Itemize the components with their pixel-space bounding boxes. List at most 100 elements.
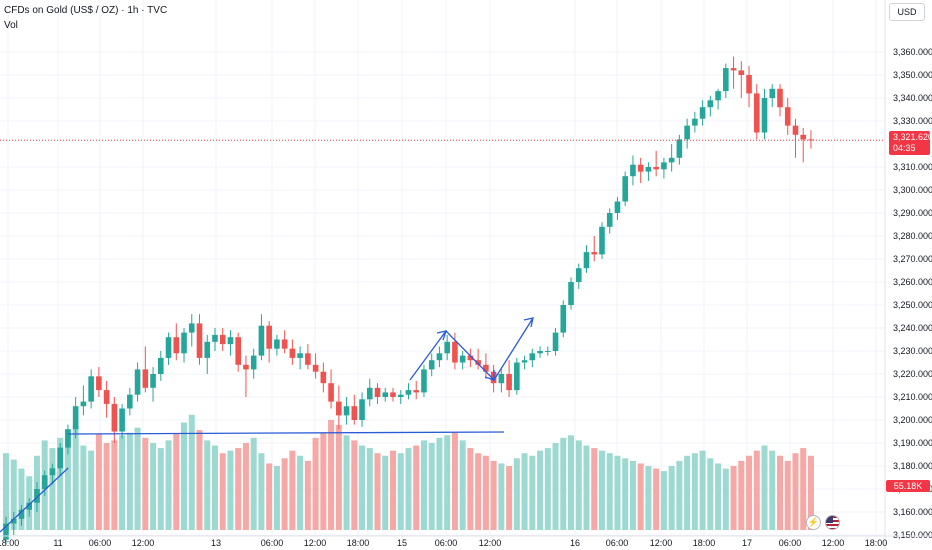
time-tick-label: 16 xyxy=(570,538,580,548)
volume-bar xyxy=(552,442,559,530)
volume-legend[interactable]: Vol xyxy=(4,20,18,31)
price-tick-label: 3,160.000 xyxy=(893,507,932,517)
candle-body xyxy=(382,392,389,397)
volume-bar xyxy=(691,453,698,530)
volume-bar xyxy=(374,453,381,530)
price-tick-label: 3,200.000 xyxy=(893,415,932,425)
candle-body xyxy=(800,134,807,140)
drawings xyxy=(0,317,534,533)
candle-body xyxy=(622,176,628,202)
price-tick-label: 3,250.000 xyxy=(893,300,932,310)
candle-body xyxy=(305,353,311,365)
candle-body xyxy=(374,387,381,397)
time-tick-label: 12:00 xyxy=(822,538,845,548)
projection-path xyxy=(409,317,534,382)
candle-body xyxy=(552,332,559,351)
volume-bar xyxy=(134,427,141,530)
time-tick-label: 15 xyxy=(397,538,407,548)
volume-bar xyxy=(227,450,234,530)
volume-bar xyxy=(428,442,435,530)
candle-body xyxy=(150,374,156,388)
volume-bar xyxy=(506,466,513,530)
volume-bar xyxy=(266,463,273,530)
arrowhead xyxy=(523,317,534,328)
candle-body xyxy=(498,374,505,384)
candle-body xyxy=(320,371,327,384)
time-tick-label: 06:00 xyxy=(89,538,112,548)
candle-body xyxy=(359,399,365,420)
candle-body xyxy=(436,353,443,361)
time-tick-label: 06:00 xyxy=(435,538,458,548)
candle-body xyxy=(281,339,288,349)
time-tick-label: 12:00 xyxy=(132,538,155,548)
volume-bar xyxy=(560,437,567,530)
candle-body xyxy=(343,406,350,416)
candle-body xyxy=(173,337,180,354)
candle-body xyxy=(568,282,574,305)
volume-bar xyxy=(715,463,722,530)
candle-body xyxy=(730,68,737,71)
volume-bar xyxy=(459,440,466,530)
symbol-legend[interactable]: CFDs on Gold (US$ / OZ) · 1h · TVC xyxy=(4,5,168,16)
candle-body xyxy=(397,394,404,397)
candle-body xyxy=(219,334,226,345)
candle-body xyxy=(506,374,512,391)
candle-body xyxy=(692,118,698,126)
candle-body xyxy=(637,164,644,172)
volume-bar xyxy=(320,432,327,530)
candle-body xyxy=(560,305,567,333)
currency-button[interactable]: USD xyxy=(889,3,925,21)
candle-body xyxy=(165,337,172,358)
candle-body xyxy=(591,252,598,255)
volume-bar xyxy=(188,414,195,530)
candle-body xyxy=(444,341,450,354)
candle-body xyxy=(336,401,342,416)
us-flag-icon[interactable] xyxy=(825,515,840,530)
candle-body xyxy=(274,339,280,349)
candle-body xyxy=(34,489,40,503)
price-tick-label: 3,240.000 xyxy=(893,323,932,333)
volume-bar xyxy=(784,460,791,530)
volume-bar xyxy=(312,437,319,530)
volume-bar xyxy=(660,471,667,530)
trend-line xyxy=(0,467,69,533)
time-tick-label: 18:00 xyxy=(0,538,19,548)
volume-bars xyxy=(3,414,814,530)
volume-bar xyxy=(622,458,629,530)
volume-bar xyxy=(95,434,102,530)
time-tick-label: 12:00 xyxy=(650,538,673,548)
time-tick-label: 18:00 xyxy=(693,538,716,548)
volume-bar xyxy=(273,466,280,530)
candle-body xyxy=(545,351,551,352)
candle-body xyxy=(227,337,234,345)
volume-bar xyxy=(761,445,768,530)
volume-bar xyxy=(606,453,613,530)
arrowhead xyxy=(484,370,495,381)
candle-body xyxy=(250,355,257,370)
flash-icon[interactable]: ⚡ xyxy=(806,515,821,530)
price-tick-label: 3,230.000 xyxy=(893,346,932,356)
volume-bar xyxy=(614,455,621,530)
candle-body xyxy=(158,357,164,374)
volume-bar xyxy=(544,448,551,530)
time-tick-label: 11 xyxy=(53,538,62,548)
volume-bar xyxy=(382,455,389,530)
candle-body xyxy=(413,390,420,393)
candle-body xyxy=(289,348,296,358)
price-tick-label: 3,360.000 xyxy=(893,47,932,57)
volume-bar xyxy=(777,455,783,530)
price-axis: 3,360.000 3,350.000 3,340.000 3,330.000 3,31… xyxy=(893,47,932,540)
candle-body xyxy=(196,323,203,358)
volume-bar xyxy=(103,442,110,530)
time-axis: 18:00 11 06:00 12:00 13 06:00 12:00 18:00 15 06:0… xyxy=(0,538,887,548)
price-tick-label: 3,190.000 xyxy=(893,438,932,448)
volume-bar xyxy=(684,455,691,530)
arrowhead xyxy=(436,330,447,341)
volume-bar xyxy=(204,440,211,530)
candles xyxy=(3,56,814,545)
candle-body xyxy=(142,369,149,388)
volume-bar xyxy=(64,430,71,530)
volume-bar xyxy=(746,455,753,530)
